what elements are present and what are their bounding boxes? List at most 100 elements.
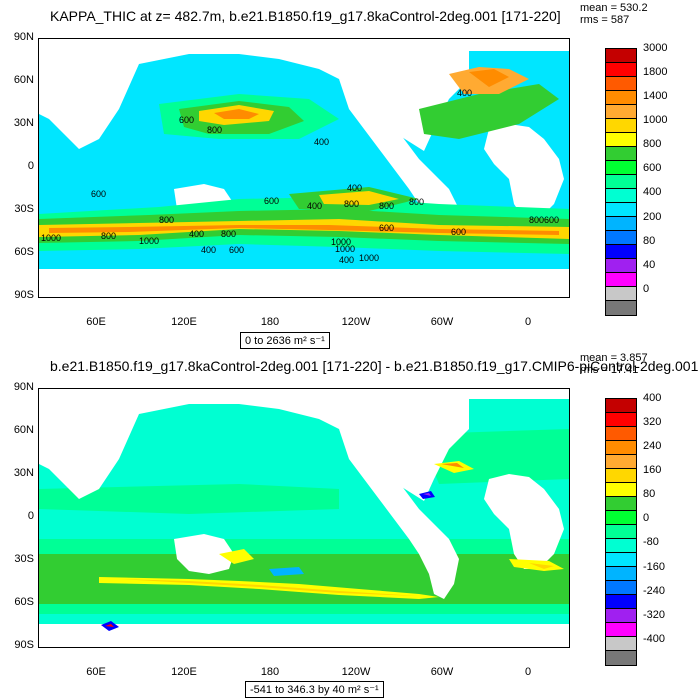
bottom-lon-label: 180 [260, 666, 280, 678]
bottom-colorbar-label: -240 [643, 584, 666, 597]
top-colorbar-swatch [606, 63, 636, 77]
top-colorbar-swatch [606, 273, 636, 287]
bottom-colorbar-swatch [606, 581, 636, 595]
bottom-colorbar-label: -80 [643, 536, 659, 549]
top-colorbar-label: 1000 [643, 114, 668, 127]
top-lat-label: 90N [13, 31, 34, 43]
top-colorbar-swatch [606, 259, 636, 273]
bottom-stats: mean = 3.857 rms = 17.41 [580, 352, 648, 376]
top-contour-label: 600 [229, 245, 244, 255]
top-colorbar-label: 200 [643, 210, 662, 223]
bottom-colorbar-swatch [606, 497, 636, 511]
bottom-colorbar-swatch [606, 483, 636, 497]
top-lat-label: 60S [14, 246, 34, 258]
top-land-africa [484, 124, 564, 219]
top-land-antarctica [39, 269, 569, 297]
bottom-colorbar-label: 240 [643, 440, 662, 453]
top-contour-label: 600 [264, 196, 279, 206]
top-map-svg: 600 800 400 400 800 600 400 600 800 400 … [39, 39, 569, 297]
top-lat-label: 0 [27, 160, 34, 172]
top-colorbar-label: 600 [643, 162, 662, 175]
top-colorbar-swatch [606, 217, 636, 231]
top-colorbar-swatch [606, 49, 636, 63]
bottom-map [38, 388, 570, 648]
bottom-colorbar-label: 160 [643, 464, 662, 477]
top-colorbar-label: 80 [643, 234, 656, 247]
bottom-lat-label: 60S [14, 596, 34, 608]
bottom-lon-label: 0 [524, 666, 532, 678]
top-contour-label: 1000 [331, 237, 351, 247]
top-contour-label: 600 [179, 115, 194, 125]
top-contour-label: 800 [379, 201, 394, 211]
bottom-colorbar-label: -320 [643, 608, 666, 621]
bottom-colorbar-swatch [606, 525, 636, 539]
bottom-land-africa [484, 474, 564, 569]
top-rms: rms = 587 [580, 14, 630, 26]
top-stats: mean = 530.2 rms = 587 [580, 2, 648, 26]
top-band-north-atlantic [419, 84, 559, 139]
bottom-colorbar [605, 398, 637, 666]
top-colorbar-label: 800 [643, 138, 662, 151]
top-colorbar-swatch [606, 189, 636, 203]
bottom-mean: mean = 3.857 [580, 352, 648, 364]
top-range-label: 0 to 2636 m² s⁻¹ [240, 332, 330, 349]
bottom-lon-label: 60W [430, 666, 454, 678]
top-contour-label: 800 [101, 231, 116, 241]
top-contour-label: 800 [159, 215, 174, 225]
top-contour-label: 800 [221, 229, 236, 239]
top-colorbar-swatch [606, 77, 636, 91]
top-lat-label: 30S [14, 203, 34, 215]
top-contour-label: 1000 [359, 253, 379, 263]
bottom-land-antarctica [39, 624, 569, 647]
bottom-colorbar-swatch [606, 441, 636, 455]
top-colorbar-label: 400 [643, 186, 662, 199]
top-contour-label: 600 [544, 215, 559, 225]
top-colorbar-swatch [606, 105, 636, 119]
top-contour-label: 600 [91, 189, 106, 199]
top-colorbar-swatch [606, 231, 636, 245]
top-contour-label: 400 [339, 255, 354, 265]
bottom-range-label: -541 to 346.3 by 40 m² s⁻¹ [245, 681, 384, 698]
top-contour-label: 1000 [335, 244, 355, 254]
top-lat-label: 30N [13, 117, 34, 129]
top-contour-label: 400 [201, 245, 216, 255]
top-contour-label: 800 [529, 215, 544, 225]
top-panel: KAPPA_THIC at z= 482.7m, b.e21.B1850.f19… [13, 2, 668, 349]
bottom-colorbar-swatch [606, 539, 636, 553]
bottom-colorbar-swatch [606, 623, 636, 637]
bottom-colorbar-swatch [606, 455, 636, 469]
top-contour-label: 800 [409, 197, 424, 207]
top-contour-label: 1000 [139, 236, 159, 246]
top-contour-label: 600 [379, 223, 394, 233]
top-lon-label: 60E [86, 316, 106, 328]
bottom-land-australia [174, 534, 234, 574]
top-lon-label: 0 [524, 316, 532, 328]
top-contour-label: 400 [189, 229, 204, 239]
bottom-colorbar-swatch [606, 609, 636, 623]
top-colorbar-swatch [606, 161, 636, 175]
bottom-colorbar-swatch [606, 637, 636, 651]
bottom-colorbar-swatch [606, 413, 636, 427]
top-lon-label: 120E [171, 316, 197, 328]
top-colorbar-swatch [606, 133, 636, 147]
bottom-colorbar-swatch [606, 567, 636, 581]
top-colorbar-label: 1400 [643, 90, 668, 103]
bottom-land-asia [39, 389, 469, 501]
top-land-asia [39, 39, 469, 151]
bottom-colorbar-label: 320 [643, 416, 662, 429]
bottom-title: b.e21.B1850.f19_g17.8kaControl-2deg.001 … [50, 358, 700, 374]
top-map: 600 800 400 400 800 600 400 600 800 400 … [38, 38, 570, 298]
bottom-rms: rms = 17.41 [580, 364, 639, 376]
bottom-colorbar-swatch [606, 511, 636, 525]
top-colorbar-swatch [606, 245, 636, 259]
bottom-lat-label: 90N [13, 381, 34, 393]
top-contour-label: 800 [344, 199, 359, 209]
bottom-colorbar-swatch [606, 469, 636, 483]
bottom-panel: b.e21.B1850.f19_g17.8kaControl-2deg.001 … [0, 350, 700, 700]
top-contour-label: 600 [451, 227, 466, 237]
bottom-lat-label: 60N [13, 424, 34, 436]
bottom-lat-label: 0 [27, 510, 34, 522]
top-colorbar-swatch [606, 175, 636, 189]
bottom-colorbar-label: -400 [643, 632, 666, 645]
top-mean: mean = 530.2 [580, 2, 648, 14]
